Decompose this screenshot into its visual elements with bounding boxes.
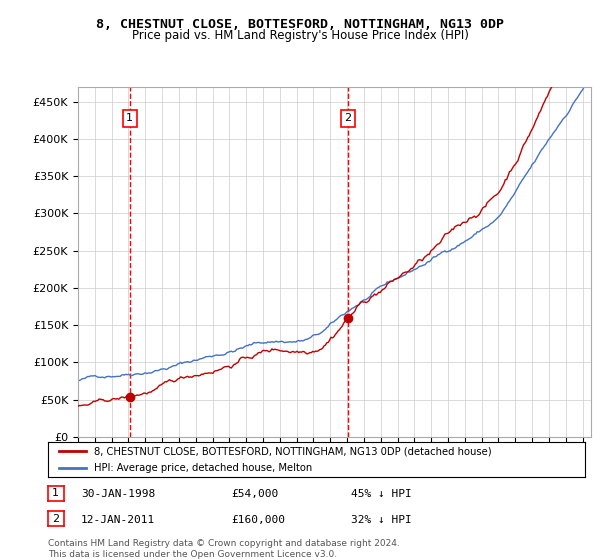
Text: 8, CHESTNUT CLOSE, BOTTESFORD, NOTTINGHAM, NG13 0DP (detached house): 8, CHESTNUT CLOSE, BOTTESFORD, NOTTINGHA… <box>94 446 491 456</box>
Text: Price paid vs. HM Land Registry's House Price Index (HPI): Price paid vs. HM Land Registry's House … <box>131 29 469 42</box>
Text: 8, CHESTNUT CLOSE, BOTTESFORD, NOTTINGHAM, NG13 0DP: 8, CHESTNUT CLOSE, BOTTESFORD, NOTTINGHA… <box>96 18 504 31</box>
Text: 1: 1 <box>52 488 59 498</box>
Text: 30-JAN-1998: 30-JAN-1998 <box>81 489 155 500</box>
Text: 1: 1 <box>127 113 133 123</box>
Text: 2: 2 <box>52 514 59 524</box>
Text: 32% ↓ HPI: 32% ↓ HPI <box>351 515 412 525</box>
Text: 45% ↓ HPI: 45% ↓ HPI <box>351 489 412 500</box>
Text: £54,000: £54,000 <box>231 489 278 500</box>
Text: 12-JAN-2011: 12-JAN-2011 <box>81 515 155 525</box>
Text: £160,000: £160,000 <box>231 515 285 525</box>
Text: HPI: Average price, detached house, Melton: HPI: Average price, detached house, Melt… <box>94 464 312 473</box>
Text: Contains HM Land Registry data © Crown copyright and database right 2024.
This d: Contains HM Land Registry data © Crown c… <box>48 539 400 559</box>
Text: 2: 2 <box>344 113 352 123</box>
